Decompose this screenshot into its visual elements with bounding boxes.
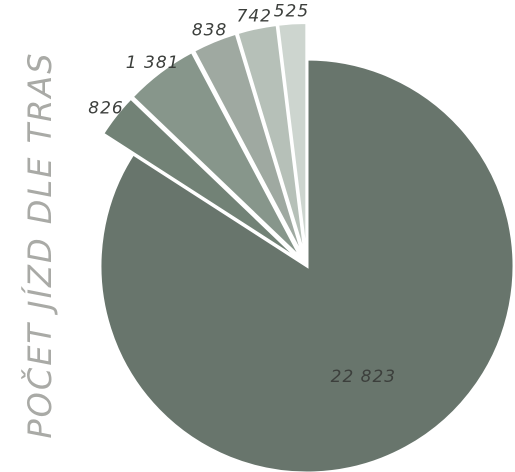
pie-slice-4 [192, 32, 304, 257]
pie-slices [98, 22, 515, 472]
pie-slice-3 [131, 50, 302, 258]
data-label-2: 826 [88, 98, 123, 118]
pie-slice-2 [101, 97, 300, 261]
pie-slice-6 [277, 22, 308, 256]
data-labels: 22 823 826 1 381 838 742 525 [88, 1, 396, 387]
data-label-3: 1 381 [126, 53, 180, 73]
pie-slice-1 [98, 57, 515, 472]
data-label-1: 22 823 [331, 367, 396, 387]
data-label-6: 525 [274, 1, 309, 21]
pie-slice-5 [236, 23, 306, 256]
data-label-5: 742 [237, 6, 272, 26]
data-label-4: 838 [192, 20, 227, 40]
chart-side-title: POČET JÍZD DLE TRAS [21, 51, 59, 439]
